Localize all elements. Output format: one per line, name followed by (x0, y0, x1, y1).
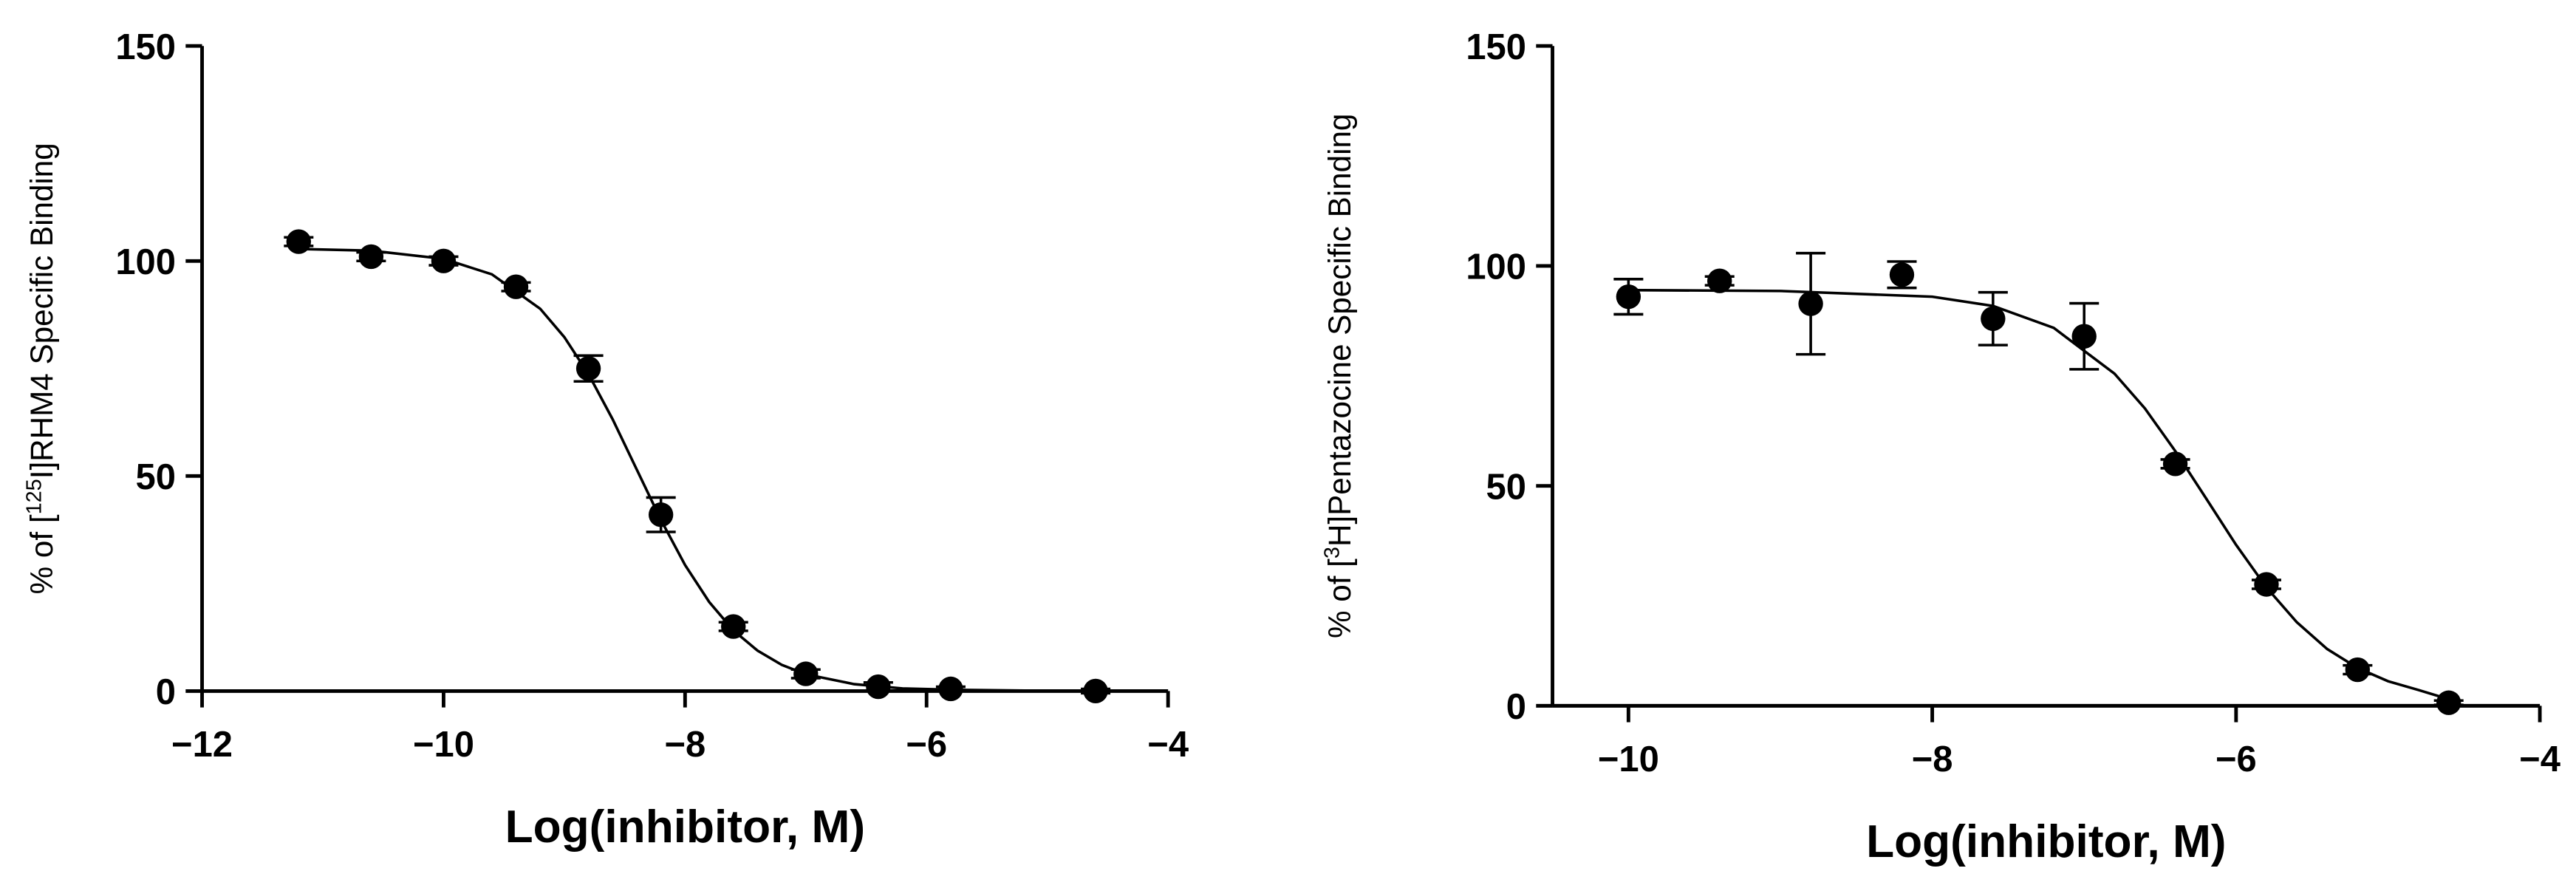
data-point (1889, 262, 1915, 287)
data-point (866, 674, 891, 700)
data-point (793, 661, 819, 686)
y-label-text: % of [ (1322, 559, 1357, 638)
y-tick-label: 100 (115, 242, 176, 282)
data-point (1798, 291, 1823, 316)
data-point (2436, 690, 2461, 715)
y-tick-label: 100 (1466, 247, 1526, 287)
y-tick-label: 0 (1506, 687, 1526, 727)
data-point (2345, 657, 2371, 683)
y-tick-label: 150 (115, 27, 176, 67)
data-point (503, 274, 529, 299)
y-axis-label: % of [3H]Pentazocine Specific Binding (1320, 114, 1357, 638)
fit-curve (298, 247, 1096, 693)
y-tick-label: 150 (1466, 27, 1526, 67)
data-point (1981, 306, 2006, 332)
y-label-text: I]RHM4 Specific Binding (24, 143, 59, 479)
data-point (358, 244, 384, 270)
data-point (1083, 678, 1108, 704)
y-axis-label: % of [125I]RHM4 Specific Binding (23, 143, 60, 594)
data-point (938, 676, 963, 702)
data-point (286, 229, 311, 254)
x-tick-label: −8 (1912, 740, 1953, 779)
x-axis-label: Log(inhibitor, M) (505, 802, 865, 853)
y-label-superscript: 125 (23, 479, 47, 514)
x-tick-label: −6 (2215, 740, 2257, 779)
data-point (721, 614, 746, 639)
data-point (1616, 284, 1641, 310)
data-point (648, 502, 674, 527)
data-point (1707, 268, 1732, 293)
x-tick-label: −4 (1147, 725, 1189, 765)
data-point (431, 248, 457, 273)
data-point (2071, 324, 2097, 349)
data-point (2162, 451, 2188, 477)
y-label-text: H]Pentazocine Specific Binding (1322, 114, 1357, 547)
y-tick-label: 50 (136, 457, 176, 497)
x-tick-label: −10 (1598, 740, 1659, 779)
y-tick-label: 50 (1486, 467, 1526, 507)
x-tick-label: −4 (2519, 740, 2560, 779)
x-tick-label: −12 (171, 725, 233, 765)
chart: −12 −10 −8 −6 −4 0 50 100 150 Log(inhibitor, M) % … (23, 27, 1189, 853)
chart: −10 −8 −6 −4 0 50 100 150 Log(inhibitor, M) % of … (1320, 27, 2560, 867)
x-axis-label: Log(inhibitor, M) (1866, 816, 2226, 867)
y-tick-label: 0 (156, 672, 176, 712)
y-label-text: % of [ (24, 514, 59, 594)
x-tick-label: −6 (906, 725, 947, 765)
x-tick-label: −10 (413, 725, 474, 765)
y-label-superscript: 3 (1320, 547, 1344, 559)
data-point (2254, 572, 2279, 597)
fit-curve (1628, 288, 2450, 701)
x-tick-label: −8 (664, 725, 706, 765)
data-point (575, 356, 601, 381)
